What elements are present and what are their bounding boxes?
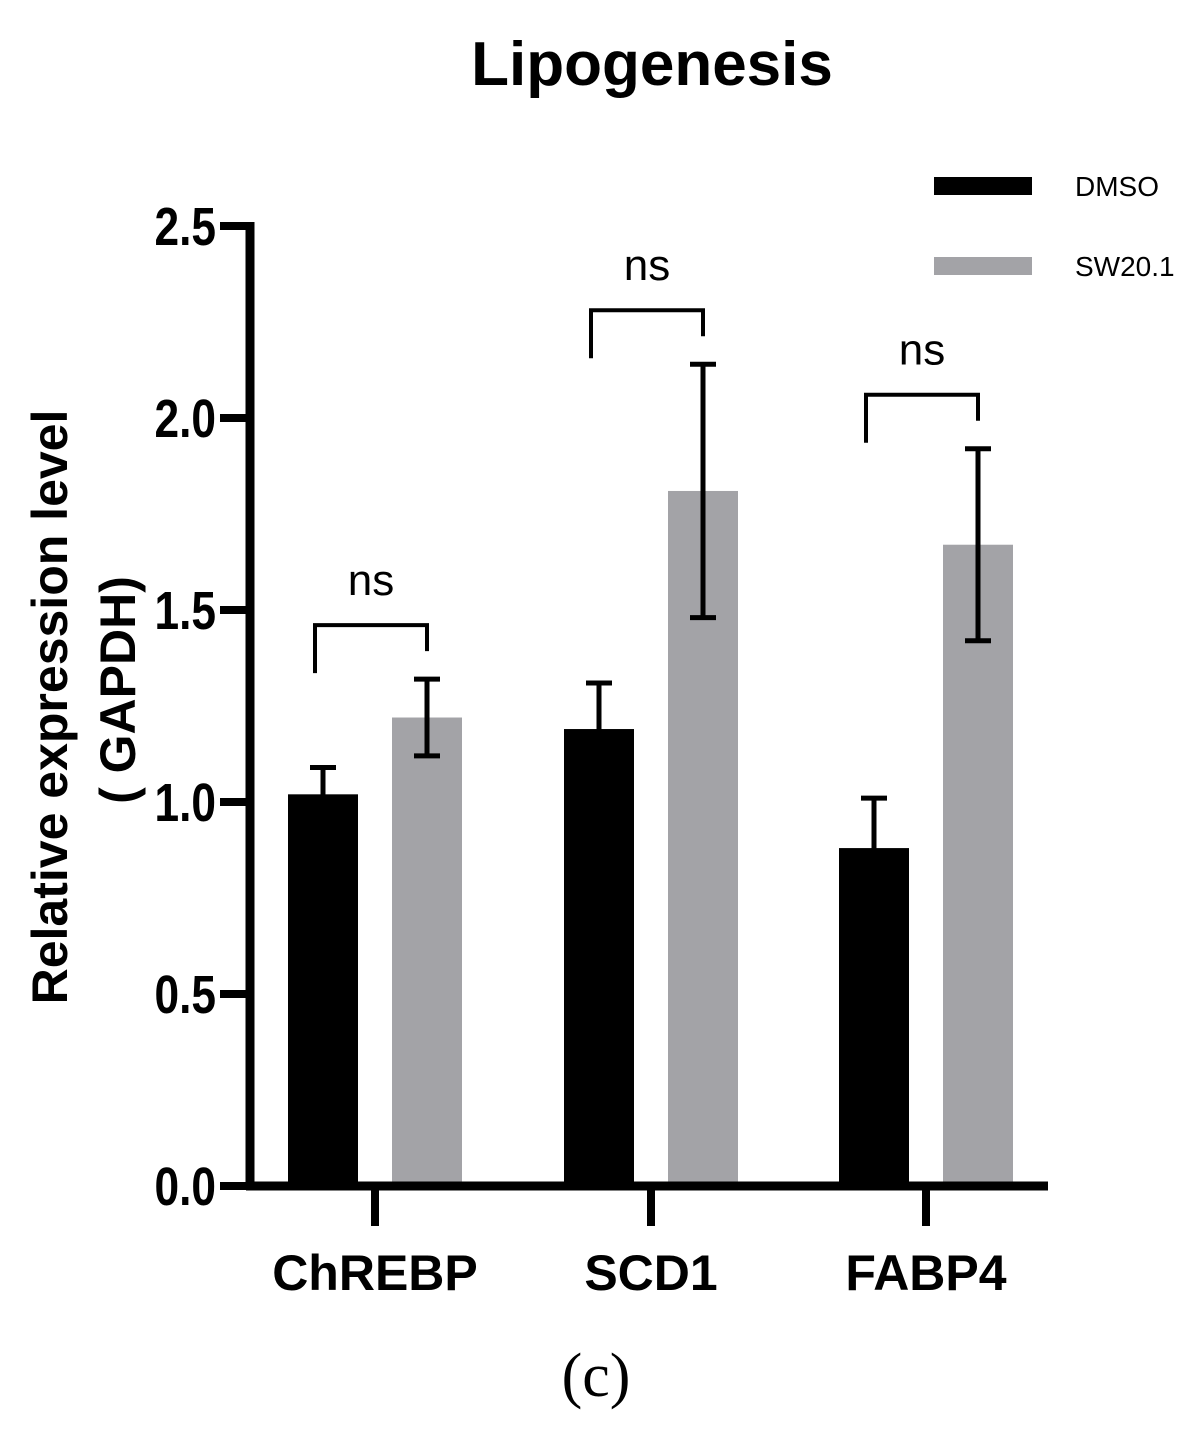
plot-area: ns ns ns 0.0 0.5 1.0 1.5 2.0 2.5 ChREBP SCD1 FABP4	[154, 197, 1048, 1301]
significance-label-fabp4: ns	[899, 326, 945, 375]
legend-label-1: SW20.1	[1075, 251, 1175, 282]
significance-label-scd1: ns	[624, 241, 670, 290]
y-tick-label-1: 0.5	[154, 965, 216, 1025]
significance-bracket-chrebp	[313, 623, 429, 674]
x-tick-label-scd1: SCD1	[584, 1245, 717, 1301]
y-tick-label-5: 2.5	[154, 197, 216, 257]
legend-label-0: DMSO	[1075, 171, 1159, 202]
y-axis-label-line2: ( GAPDH)	[90, 576, 146, 804]
y-axis-label-line1: Relative expression level	[22, 410, 78, 1005]
significance-bracket-fabp4	[864, 392, 980, 443]
panel-label: (c)	[562, 1342, 631, 1410]
y-tick-label-2: 1.0	[154, 773, 216, 833]
significance-bracket-scd1	[589, 308, 705, 359]
bar-dmso-scd1	[564, 729, 634, 1186]
chart-title: Lipogenesis	[471, 30, 833, 99]
bar-sw20-1-fabp4	[943, 544, 1013, 1186]
legend-swatch-1	[934, 257, 1032, 275]
y-tick-label-0: 0.0	[154, 1157, 216, 1217]
x-tick-label-fabp4: FABP4	[845, 1245, 1006, 1301]
legend: DMSO SW20.1	[934, 171, 1175, 282]
bar-sw20-1-chrebp	[392, 717, 462, 1186]
legend-swatch-0	[934, 177, 1032, 195]
y-tick-label-3: 1.5	[154, 581, 216, 641]
y-tick-label-4: 2.0	[154, 389, 216, 449]
x-tick-label-chrebp: ChREBP	[272, 1245, 478, 1301]
bar-dmso-fabp4	[839, 848, 909, 1186]
bar-dmso-chrebp	[288, 794, 358, 1186]
significance-label-chrebp: ns	[348, 556, 394, 605]
